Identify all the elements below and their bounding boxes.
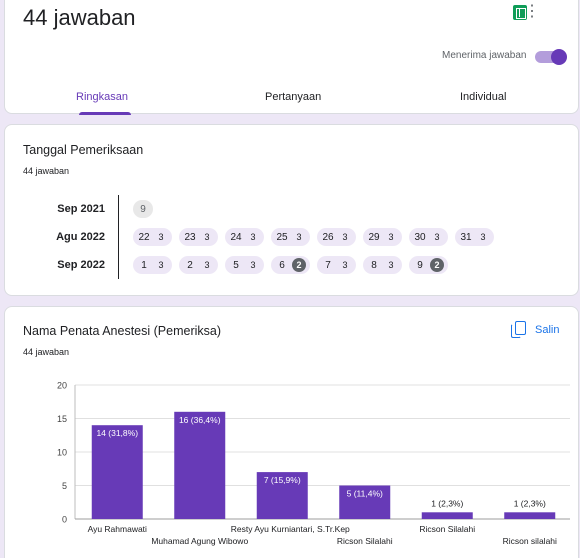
bar — [421, 512, 473, 519]
bar-data-label: 1 (2,3%) — [514, 498, 546, 508]
x-category-label: Ayu Rahmawati — [88, 524, 147, 534]
date-chip-day: 9 — [417, 259, 423, 271]
accepting-responses-toggle[interactable] — [535, 49, 567, 65]
bar — [339, 485, 391, 519]
summary-header-card: 44 jawaban ⋮ Menerima jawaban Ringkasan … — [4, 0, 579, 115]
bar — [91, 425, 143, 519]
date-chip-count: 3 — [388, 232, 394, 242]
copy-label: Salin — [535, 324, 560, 336]
month-label: Sep 2022 — [57, 259, 105, 271]
date-chip-day: 25 — [276, 231, 288, 243]
date-chip-count: 3 — [388, 260, 394, 270]
tab-pertanyaan[interactable]: Pertanyaan — [265, 91, 322, 103]
date-chip-count: 2 — [292, 258, 306, 272]
date-chip: 22 3 — [133, 228, 172, 246]
date-chip: 31 3 — [455, 228, 494, 246]
date-axis-line — [118, 195, 119, 279]
date-chip: 29 3 — [363, 228, 402, 246]
date-chip-day: 31 — [460, 231, 472, 243]
x-category-label: Resty Ayu Kurniantari, S.Tr.Kep — [231, 524, 350, 534]
date-chip-count: 3 — [434, 232, 440, 242]
y-tick-label: 15 — [57, 414, 67, 424]
bar-data-label: 1 (2,3%) — [431, 498, 463, 508]
responses-bar-chart: 0 5 10 15 20 14 (31,8%) Ayu Rahmawati 16 (36,4%… — [57, 381, 570, 546]
question-response-count: 44 jawaban — [23, 347, 70, 357]
bar — [256, 472, 308, 519]
date-chip-day: 24 — [230, 231, 242, 243]
month-label: Agu 2022 — [56, 231, 105, 243]
date-chip: 24 3 — [225, 228, 264, 246]
bar-data-label: 5 (11,4%) — [347, 489, 383, 499]
question-response-count: 44 jawaban — [23, 166, 70, 176]
date-chip-day: 26 — [322, 231, 334, 243]
date-chip-day: 1 — [141, 259, 147, 271]
date-chip: 23 3 — [179, 228, 218, 246]
copy-icon — [511, 321, 527, 339]
tab-individual[interactable]: Individual — [460, 91, 507, 103]
date-chip-day: 9 — [140, 203, 146, 215]
copy-chart-button[interactable]: Salin — [511, 321, 559, 339]
bar-data-label: 14 (31,8%) — [96, 428, 138, 438]
response-count-title: 44 jawaban — [23, 5, 136, 30]
date-chip-day: 30 — [414, 231, 426, 243]
x-category-label: Ricson silalahi — [503, 536, 557, 546]
date-chip-count: 3 — [204, 232, 210, 242]
bar-chart-question-card: Nama Penata Anestesi (Pemeriksa) 44 jawa… — [4, 306, 579, 558]
more-vert-icon[interactable]: ⋮ — [524, 3, 540, 20]
date-chip-count: 3 — [250, 232, 256, 242]
date-chip-day: 7 — [325, 259, 331, 271]
x-category-label: Muhamad Agung Wibowo — [151, 536, 248, 546]
date-chip-count: 3 — [158, 232, 164, 242]
date-chip-count: 3 — [296, 232, 302, 242]
active-tab-indicator — [79, 112, 131, 115]
bar — [504, 512, 556, 519]
date-chip-day: 23 — [184, 231, 196, 243]
bar — [174, 411, 226, 519]
date-chip-count: 3 — [342, 260, 348, 270]
month-label: Sep 2021 — [57, 203, 105, 215]
x-category-label: Ricson Silalahi — [419, 524, 475, 534]
date-chip-day: 2 — [187, 259, 193, 271]
google-sheets-icon[interactable] — [513, 5, 527, 20]
date-chip-count: 3 — [250, 260, 256, 270]
question-title: Nama Penata Anestesi (Pemeriksa) — [23, 324, 222, 338]
date-chip-day: 8 — [371, 259, 377, 271]
y-tick-label: 10 — [57, 448, 67, 458]
date-chip: 9 — [133, 200, 153, 218]
date-chip: 25 3 — [271, 228, 310, 246]
tab-ringkasan[interactable]: Ringkasan — [76, 91, 128, 103]
date-question-card: Tanggal Pemeriksaan 44 jawaban Sep 2021 … — [4, 124, 579, 296]
date-chip-count: 2 — [430, 258, 444, 272]
y-tick-label: 5 — [62, 481, 67, 491]
y-tick-label: 0 — [62, 515, 67, 525]
bar-data-label: 16 (36,4%) — [179, 415, 221, 425]
accepting-responses-label: Menerima jawaban — [442, 50, 527, 61]
date-chip-day: 6 — [279, 259, 285, 271]
date-chip-count: 3 — [158, 260, 164, 270]
y-tick-label: 20 — [57, 381, 67, 391]
date-chip-count: 3 — [204, 260, 210, 270]
date-chip-day: 29 — [368, 231, 380, 243]
date-chip-count: 3 — [342, 232, 348, 242]
question-title: Tanggal Pemeriksaan — [23, 143, 144, 157]
date-chip: 30 3 — [409, 228, 448, 246]
date-chip-day: 22 — [138, 231, 150, 243]
x-category-label: Ricson Silalahi — [337, 536, 393, 546]
date-chip: 26 3 — [317, 228, 356, 246]
date-chip-day: 5 — [233, 259, 239, 271]
bar-data-label: 7 (15,9%) — [264, 475, 301, 485]
toggle-thumb — [551, 49, 567, 65]
date-chip-count: 3 — [480, 232, 486, 242]
